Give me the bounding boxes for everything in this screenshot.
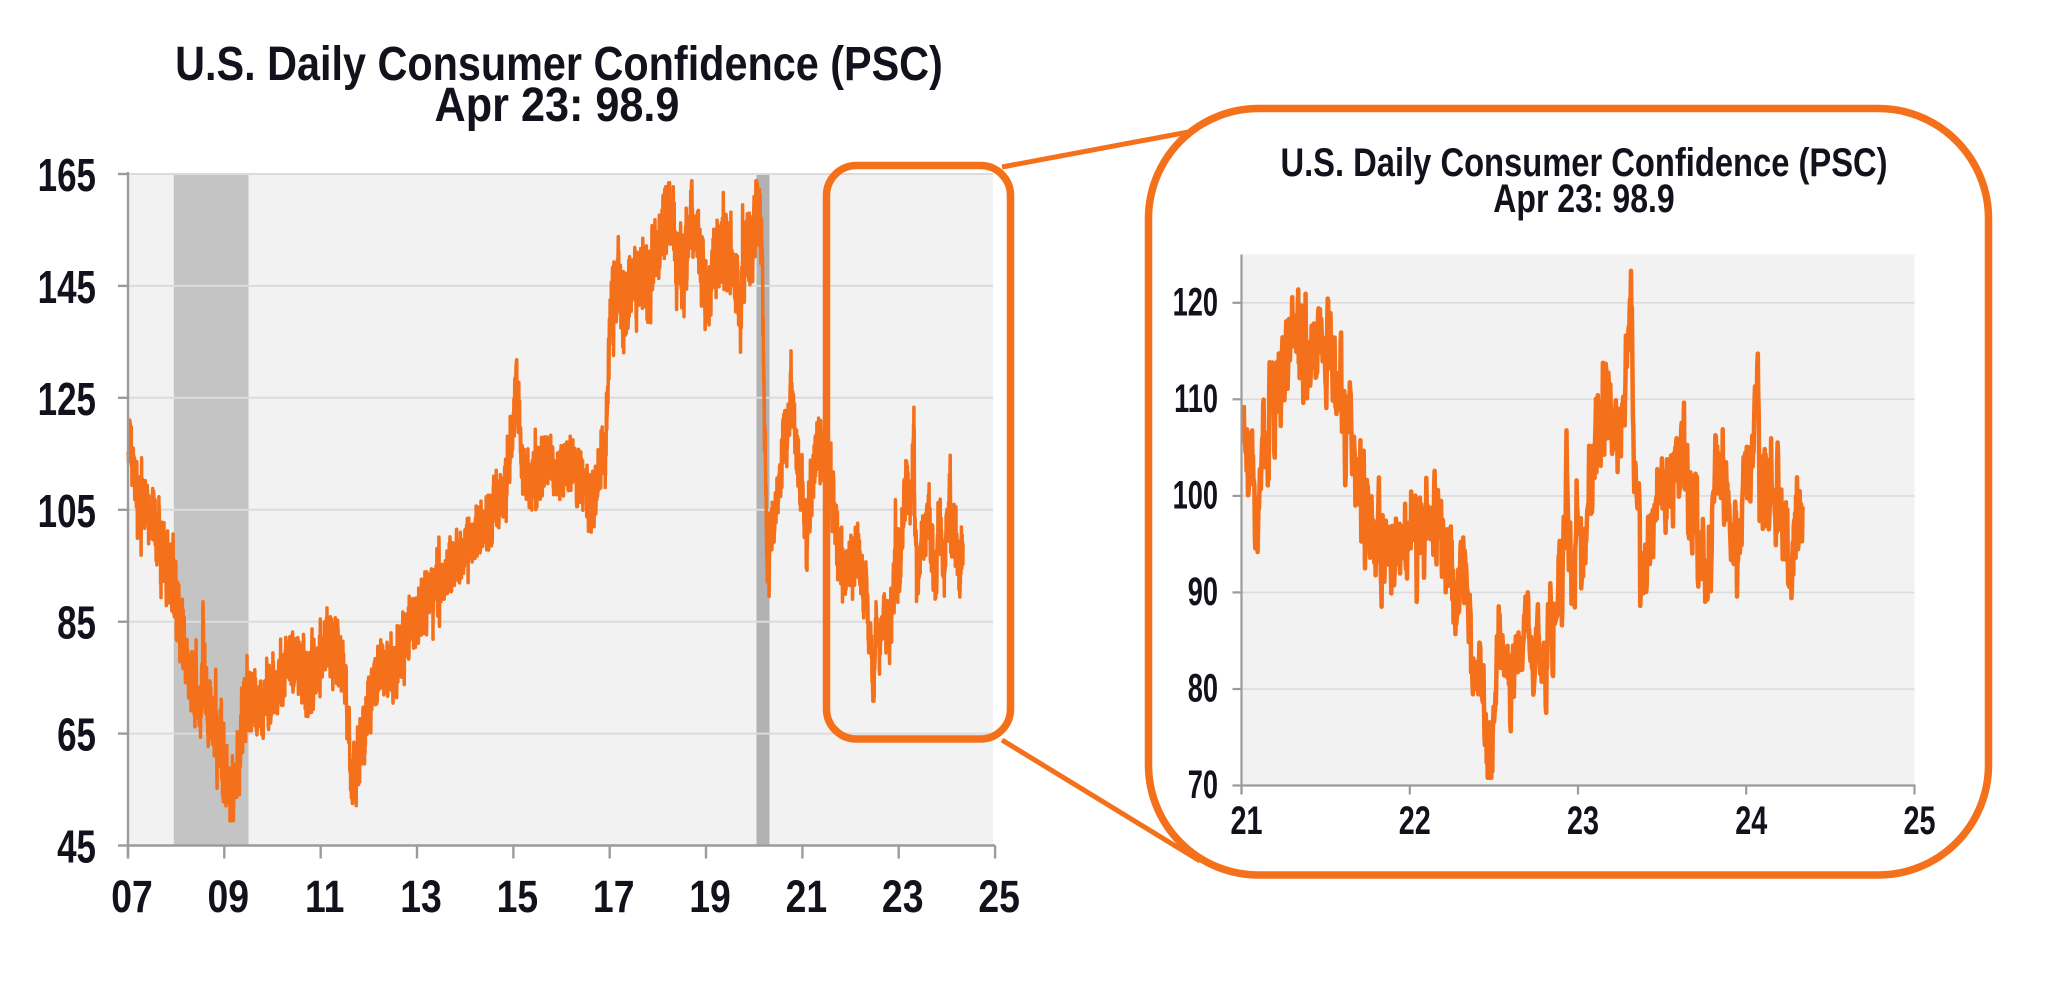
svg-text:100: 100 — [1173, 473, 1218, 517]
svg-text:90: 90 — [1188, 570, 1218, 614]
svg-text:21: 21 — [786, 872, 828, 922]
svg-text:17: 17 — [593, 872, 635, 922]
svg-text:120: 120 — [1173, 280, 1218, 324]
svg-text:22: 22 — [1399, 798, 1431, 843]
svg-text:24: 24 — [1735, 798, 1768, 843]
svg-text:65: 65 — [57, 709, 96, 761]
svg-text:110: 110 — [1174, 377, 1218, 421]
svg-text:07: 07 — [111, 872, 153, 922]
svg-text:15: 15 — [497, 872, 539, 922]
svg-text:U.S. Daily Consumer Confidence: U.S. Daily Consumer Confidence (PSC) — [175, 37, 943, 91]
svg-text:Apr 23: 98.9: Apr 23: 98.9 — [435, 78, 680, 132]
svg-text:70: 70 — [1188, 763, 1218, 807]
svg-text:11: 11 — [305, 872, 344, 922]
svg-text:125: 125 — [38, 373, 96, 425]
svg-text:105: 105 — [38, 485, 96, 537]
svg-text:80: 80 — [1188, 666, 1218, 710]
svg-text:13: 13 — [400, 872, 442, 922]
svg-text:09: 09 — [208, 872, 250, 922]
svg-text:19: 19 — [689, 872, 731, 922]
svg-text:45: 45 — [57, 821, 96, 873]
svg-text:23: 23 — [882, 872, 924, 922]
svg-text:U.S. Daily Consumer Confidence: U.S. Daily Consumer Confidence (PSC) — [1280, 140, 1887, 185]
svg-text:21: 21 — [1230, 798, 1262, 843]
svg-text:25: 25 — [978, 872, 1020, 922]
svg-text:85: 85 — [57, 597, 96, 649]
svg-text:165: 165 — [38, 149, 96, 201]
svg-text:25: 25 — [1903, 798, 1935, 843]
svg-text:Apr 23: 98.9: Apr 23: 98.9 — [1493, 176, 1674, 221]
svg-text:145: 145 — [38, 261, 96, 313]
svg-text:23: 23 — [1567, 798, 1599, 843]
